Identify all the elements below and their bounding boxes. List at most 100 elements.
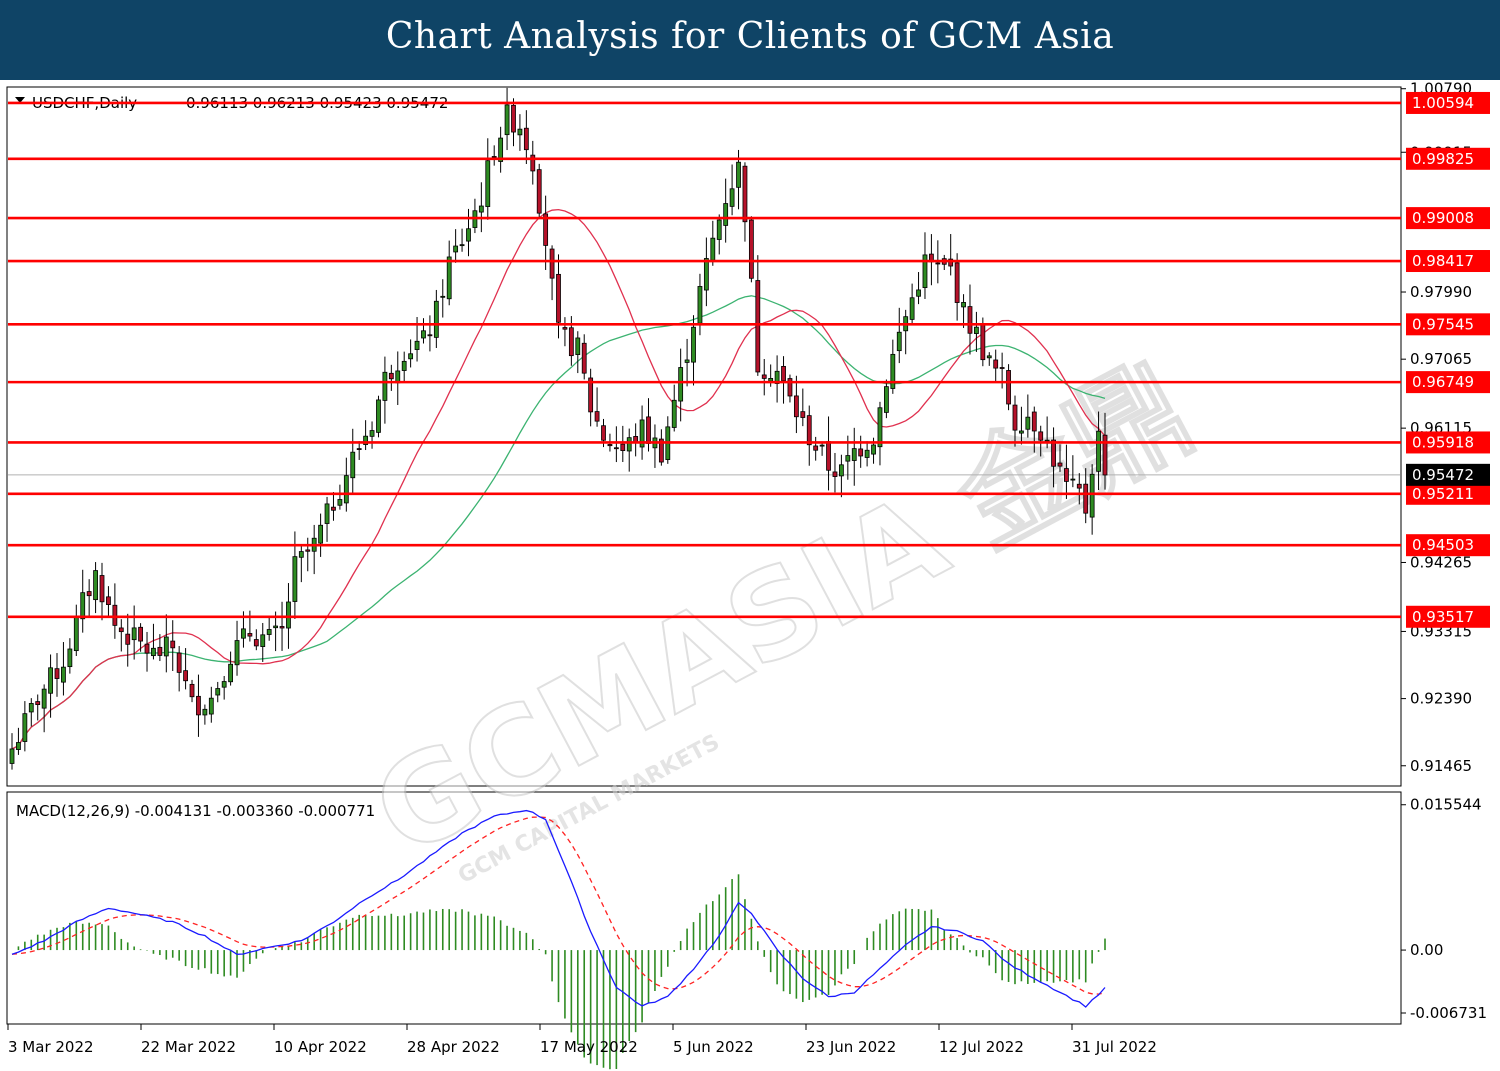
candle — [54, 653, 60, 697]
candle — [440, 279, 446, 318]
candle — [793, 375, 799, 434]
candle-body — [1038, 431, 1044, 441]
candle-body — [556, 273, 561, 323]
candle-body — [86, 591, 92, 597]
candle-body — [536, 169, 542, 214]
candle-body — [433, 300, 439, 338]
candle — [562, 317, 568, 347]
candle-body — [131, 627, 137, 641]
level-label: 0.95918 — [1412, 433, 1474, 451]
candle — [433, 289, 439, 349]
level-badge — [1406, 534, 1490, 557]
candle-body — [626, 437, 632, 452]
candle-body — [485, 160, 491, 207]
candle-body — [189, 683, 195, 698]
candle-body — [800, 411, 806, 418]
level-badge — [1406, 250, 1490, 273]
price-tick-label: 0.92390 — [1410, 690, 1472, 708]
candle — [356, 441, 362, 460]
candle-body — [138, 626, 143, 642]
candle — [851, 427, 857, 486]
candle — [613, 426, 619, 463]
candle-body — [1031, 411, 1037, 432]
candle — [594, 387, 600, 427]
candle-body — [202, 708, 208, 716]
price-tick-label: 0.97990 — [1410, 283, 1472, 301]
macd-plot — [11, 809, 1106, 1070]
macd-label: MACD(12,26,9) -0.004131 -0.003360 -0.000… — [16, 802, 375, 820]
candle-body — [215, 688, 221, 696]
candle — [1038, 425, 1044, 457]
price-tick-label: 0.94265 — [1410, 553, 1472, 571]
candle — [318, 513, 324, 557]
level-label: 1.00594 — [1412, 94, 1474, 112]
candle — [684, 338, 690, 387]
candle-body — [703, 258, 709, 291]
candle — [221, 676, 227, 700]
candle-body — [697, 286, 703, 324]
candle-body — [1006, 370, 1011, 405]
candle-body — [504, 104, 510, 136]
candle — [1031, 406, 1037, 453]
candle — [858, 435, 864, 468]
candle-body — [318, 524, 324, 544]
candle — [1096, 411, 1101, 491]
candle-body — [228, 663, 234, 683]
candle-body — [838, 464, 844, 477]
candle-body — [80, 592, 86, 620]
candle-body — [813, 445, 819, 451]
candle-body — [1089, 473, 1095, 518]
candle — [183, 648, 188, 690]
candle — [369, 421, 375, 449]
candle-body — [1076, 483, 1082, 489]
candle — [273, 611, 279, 652]
price-tick-label: 0.97065 — [1410, 350, 1472, 368]
macd-tick-label: 0.00 — [1410, 941, 1443, 959]
level-label: 0.96749 — [1412, 373, 1474, 391]
candle-body — [67, 648, 73, 668]
candle-body — [736, 161, 741, 188]
moving-average-slow-line — [11, 295, 1106, 750]
candle-body — [909, 297, 915, 320]
candle-body — [845, 455, 851, 462]
candle — [787, 374, 793, 403]
candle — [716, 214, 722, 255]
candle — [131, 605, 137, 660]
candle-body — [260, 634, 266, 647]
candle-body — [163, 636, 169, 657]
candle — [363, 420, 369, 451]
banner-title: Chart Analysis for Clients of GCM Asia — [385, 16, 1115, 57]
candle-body — [678, 367, 684, 402]
candle-body — [369, 430, 375, 437]
current-price-label: 0.95472 — [1412, 466, 1474, 484]
candle — [86, 579, 92, 616]
candle-body — [768, 378, 774, 382]
candle — [691, 315, 696, 386]
dropdown-triangle-icon[interactable] — [15, 97, 25, 103]
candle — [948, 234, 954, 276]
candle-body — [247, 633, 253, 637]
macd-signal-line — [11, 816, 1106, 995]
candle — [523, 110, 529, 165]
candle — [61, 642, 66, 696]
candle-body — [588, 377, 594, 413]
macd-main-line — [11, 809, 1106, 1008]
candle-body — [806, 415, 812, 446]
level-label: 0.98417 — [1412, 252, 1474, 270]
candle-body — [781, 365, 786, 382]
candle-body — [671, 399, 677, 428]
candle — [80, 569, 86, 633]
candle — [478, 182, 484, 233]
level-label: 0.99008 — [1412, 209, 1474, 227]
candle-body — [305, 549, 311, 552]
candle — [639, 405, 645, 460]
candle — [99, 562, 105, 621]
candle-body — [871, 444, 876, 455]
candle — [890, 339, 896, 394]
candle-body — [613, 447, 619, 450]
candle — [408, 339, 414, 368]
candle-body — [1070, 478, 1076, 481]
candle-body — [292, 556, 298, 602]
candle-body — [710, 237, 716, 261]
candle — [93, 562, 98, 614]
